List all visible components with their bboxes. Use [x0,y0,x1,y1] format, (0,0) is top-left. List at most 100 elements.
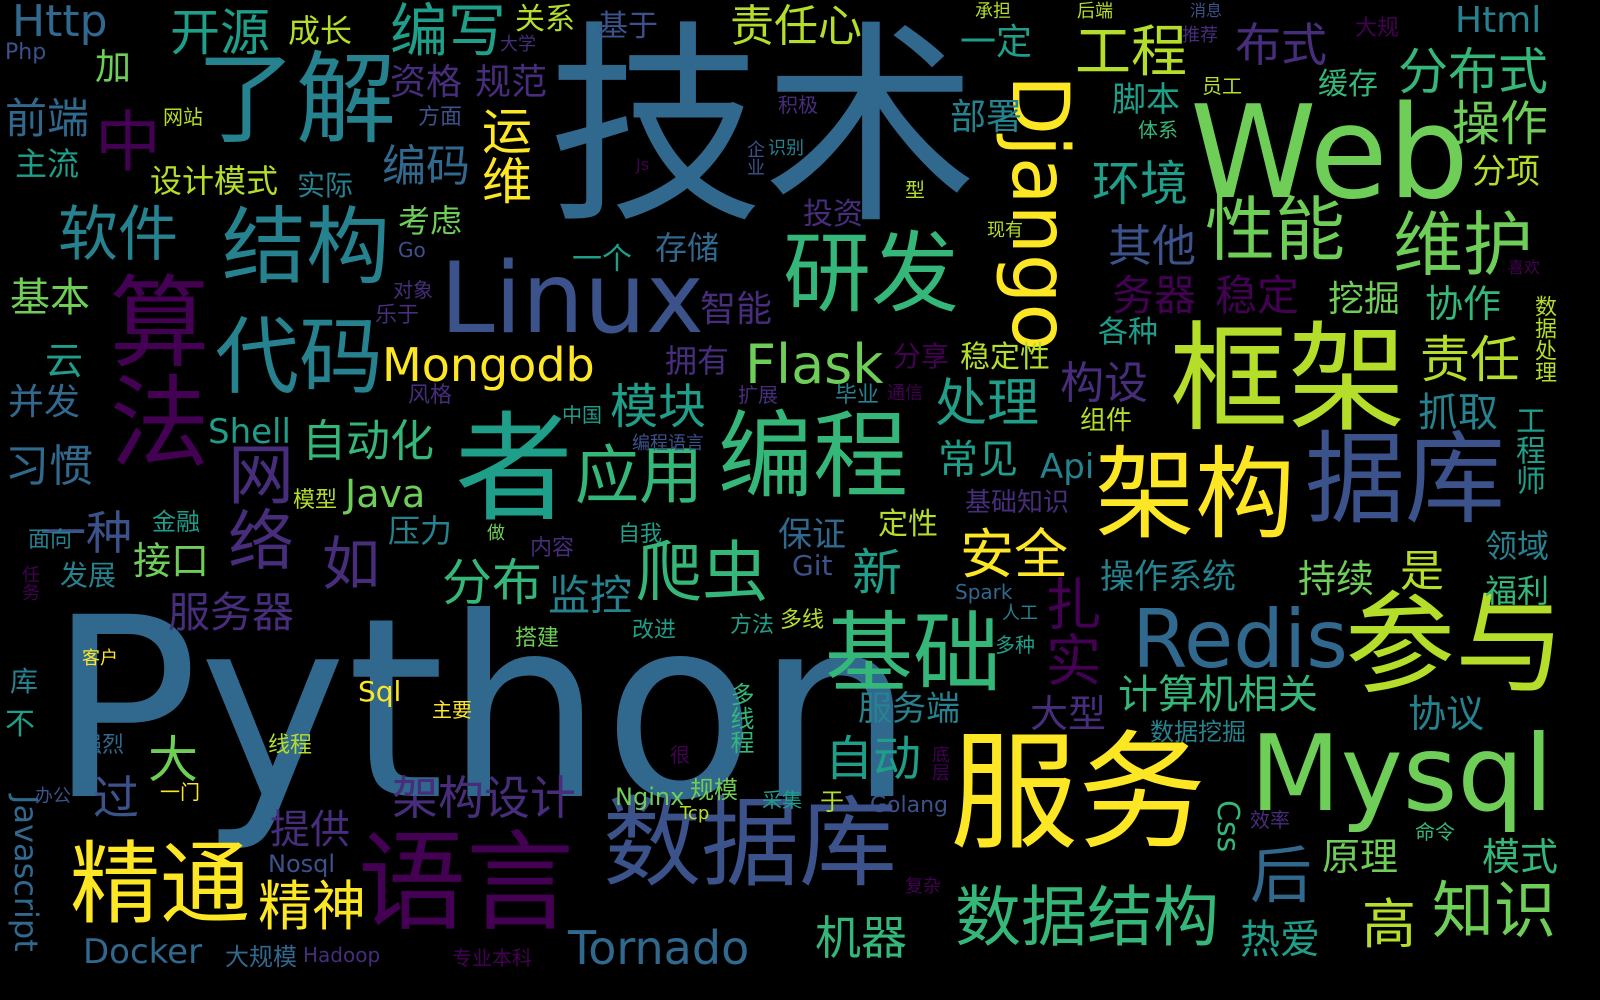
word-go: Go [398,238,426,262]
word-shujuchuli: 数据处理 [1531,295,1556,383]
word-zhong: 中 [95,104,161,181]
word-zhuaqu: 抓取 [1418,390,1498,436]
word-rengong: 人工 [1002,603,1038,624]
word-huancun: 缓存 [1318,67,1378,102]
word-jichuzhishi: 基础知识 [965,488,1070,518]
word-fenbu: 分布 [442,554,542,612]
word-tixi: 体系 [1138,118,1178,142]
word-fangfa: 方法 [730,613,775,638]
word-cunchu: 存储 [655,229,720,267]
word-linux: Linux [440,242,705,356]
word-zuo: 做 [487,523,505,544]
word-zhineng: 智能 [700,289,773,330]
word-jiji: 积极 [778,93,818,117]
word-zhashi: 扎实 [1036,575,1101,687]
word-zhuliu: 主流 [15,145,80,183]
word-yiding: 一定 [960,22,1033,63]
word-php: Php [5,40,47,65]
word-api: Api [1040,447,1095,487]
word-gao: 高 [1362,893,1416,956]
word-mongodb: Mongodb [382,338,595,392]
word-kehu: 客户 [82,648,118,669]
word-xin: 新 [852,544,902,602]
word-yunwei: 运维 [474,105,532,205]
word-juku: 据库 [1305,421,1505,538]
word-jiaoben: 脚本 [1112,80,1180,120]
word-hadoop: Hadoop [303,943,381,967]
word-anquan: 安全 [960,523,1068,586]
word-duoxian: 多线 [780,608,825,633]
word-fazhan: 发展 [60,559,117,592]
word-yingyong: 应用 [575,440,703,514]
word-zidong: 自动 [825,731,922,787]
word-daxing: 大型 [1030,692,1107,736]
word-xiancheng: 线程 [268,733,313,758]
word-chengzhang: 成长 [288,12,353,50]
word-jiyu: 基于 [598,9,658,44]
word-fengge: 风格 [408,383,453,408]
word-kaolv: 考虑 [398,202,463,240]
word-zhongguo: 中国 [562,403,602,427]
word-duozhong: 多种 [995,633,1035,657]
word-jia: 加 [95,47,132,88]
word-web: Web [1190,79,1470,228]
word-duixiang: 对象 [393,278,433,302]
word-duoxiancheng: 多线程 [726,682,754,754]
word-zhe: 者 [455,400,574,538]
word-wendingxing: 稳定性 [960,340,1050,375]
word-tcp: Tcp [680,803,710,824]
word-qianglie: 强烈 [80,733,125,758]
word-huanjing: 环境 [1092,156,1189,212]
word-dingxing: 定性 [878,507,938,542]
word-kaiyuan: 开源 [170,4,270,62]
word-caiji: 采集 [762,788,802,812]
word-bianma: 编码 [382,141,470,192]
word-neirong: 内容 [530,536,575,561]
word-shibie: 识别 [768,138,804,159]
word-mingling: 命令 [1415,820,1455,844]
word-daima: 代码 [215,308,384,406]
word-jiagousheji: 架构设计 [392,771,576,825]
word-jichu: 基础 [825,602,1002,705]
word-canyu: 参与 [1345,581,1565,709]
word-zujian: 组件 [1080,406,1133,436]
word-zeren: 责任 [1420,331,1520,389]
word-lingyu: 领域 [1485,527,1550,565]
word-kuangjia: 框架 [1170,310,1407,448]
word-bu: 不 [5,707,35,742]
word-xingneng: 性能 [1205,189,1345,271]
word-moxing: 模型 [293,488,338,513]
word-guimo: 规模 [690,776,738,804]
word-jiankong: 监控 [548,571,633,620]
word-yun: 云 [45,339,84,383]
word-liaojie: 了解 [196,41,396,158]
word-bangong: 办公 [35,786,71,807]
word-dajian: 搭建 [515,626,560,651]
word-xieyi: 协议 [1408,692,1485,736]
word-wangluo: 网络 [217,440,294,572]
word-bianchengyuyan: 编程语言 [632,433,704,454]
word-tigong: 提供 [270,807,350,853]
word-fangmian: 方面 [418,105,463,130]
word-qiye: 企业 [744,140,765,176]
word-qita: 其他 [1108,221,1196,272]
word-jiben: 基本 [10,275,90,321]
word-jingshen: 精神 [258,875,366,938]
word-java: Java [345,472,426,516]
word-tongxin: 通信 [887,383,923,404]
word-jisuanji: 计算机相关 [1118,672,1318,718]
word-fuwuduan: 服务端 [858,689,960,729]
word-houduan: 后端 [1077,1,1113,22]
word-caozuo: 操作 [1452,96,1549,152]
word-bingfa: 并发 [8,382,81,423]
word-yuangong: 员工 [1202,74,1242,98]
word-yanfa: 研发 [783,222,960,325]
word-bianxie: 编写 [390,0,507,65]
word-qianduan: 前端 [5,94,90,143]
word-yali: 压力 [388,512,453,550]
word-shiji: 实际 [297,169,354,202]
word-pachong: 爬虫 [636,534,768,611]
word-shi: 是 [1400,546,1444,597]
word-js: Js [636,155,650,174]
